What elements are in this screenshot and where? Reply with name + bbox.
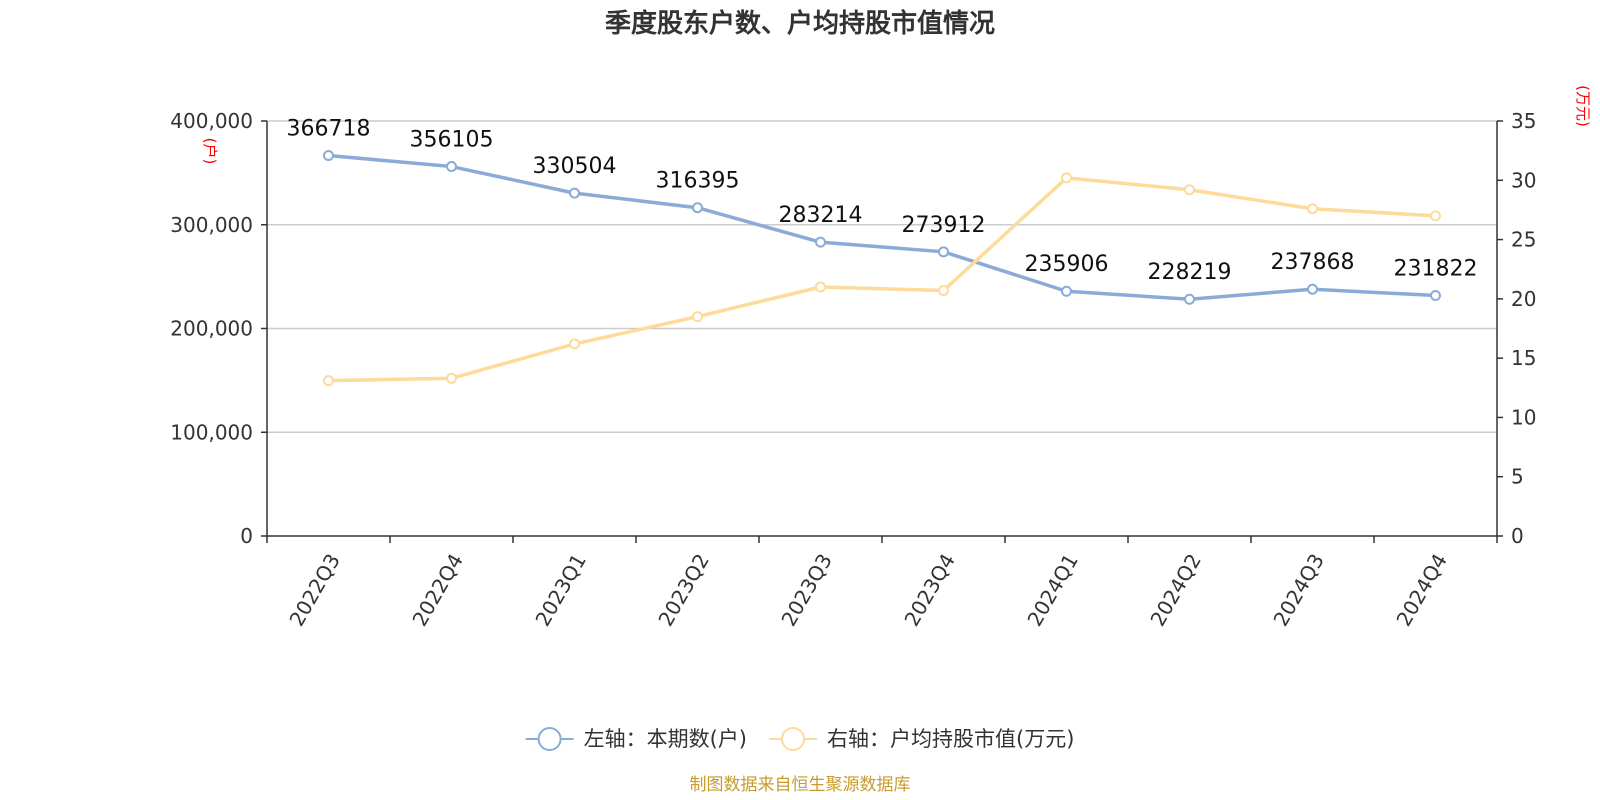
x-tick-label: 2022Q4 (407, 550, 467, 631)
data-point (1184, 184, 1195, 196)
legend-item[interactable]: 右轴：户均持股市值(万元) (769, 727, 1074, 751)
legend[interactable]: 左轴：本期数(户) 右轴：户均持股市值(万元) (525, 727, 1075, 751)
left-tick-label: 0 (240, 524, 253, 548)
data-point (692, 311, 703, 323)
data-point (1430, 210, 1441, 222)
right-tick-label: 0 (1511, 524, 1524, 548)
x-tick-label: 2024Q1 (1022, 550, 1082, 631)
x-tick-label: 2022Q3 (284, 550, 344, 631)
legend-item[interactable]: 左轴：本期数(户) (525, 727, 747, 751)
data-point (323, 375, 334, 387)
x-tick-label: 2024Q3 (1268, 550, 1328, 631)
data-point (938, 246, 949, 258)
x-tick-label: 2024Q4 (1391, 550, 1451, 631)
right-tick-label: 10 (1511, 405, 1536, 429)
data-point (938, 285, 949, 297)
left-tick-label: 400,000 (170, 109, 253, 133)
chart-title: 季度股东户数、户均持股市值情况 (605, 8, 995, 39)
data-label: 231822 (1394, 256, 1478, 281)
data-point (569, 187, 580, 199)
x-tick-label: 2023Q4 (899, 550, 959, 631)
x-tick-label: 2024Q2 (1145, 550, 1205, 631)
data-point (815, 236, 826, 248)
gridlines (267, 120, 1497, 433)
left-tick-label: 200,000 (170, 317, 253, 341)
data-point (1061, 172, 1072, 184)
right-tick-label: 30 (1511, 168, 1536, 192)
right-tick-label: 20 (1511, 287, 1536, 311)
legend-circle-icon (781, 727, 805, 751)
right-axis-unit: (万元) (1574, 85, 1592, 127)
data-point (446, 161, 457, 173)
left-tick-label: 100,000 (170, 420, 253, 444)
x-tick-label: 2023Q2 (653, 550, 713, 631)
source-note: 制图数据来自恒生聚源数据库 (690, 775, 911, 795)
legend-label: 左轴：本期数(户) (584, 727, 747, 751)
data-label: 316395 (656, 169, 740, 194)
data-point (1061, 285, 1072, 297)
data-label: 356105 (410, 128, 494, 153)
data-point (323, 150, 334, 162)
right-tick-label: 15 (1511, 346, 1536, 370)
x-tick-label: 2023Q1 (530, 550, 590, 631)
data-point (692, 202, 703, 214)
right-tick-label: 25 (1511, 228, 1536, 252)
data-point (446, 372, 457, 384)
left-axis-unit: (户) (201, 138, 219, 165)
data-label: 283214 (779, 203, 863, 228)
data-point (1184, 293, 1195, 305)
x-tick-label: 2023Q3 (776, 550, 836, 631)
axes: 0 100,000 200,000 300,000 400,000 0 5 10 15 20 25 3… (170, 109, 1536, 630)
data-labels: 366718 356105 330504 316395 283214 273912 2359… (287, 117, 1478, 286)
right-tick-label: 35 (1511, 109, 1536, 133)
data-label: 330504 (533, 154, 617, 179)
data-point (1307, 283, 1318, 295)
series-layer (323, 150, 1441, 387)
left-tick-label: 300,000 (170, 213, 253, 237)
data-point (569, 338, 580, 350)
data-label: 237868 (1271, 250, 1355, 275)
data-point (1307, 203, 1318, 215)
data-label: 273912 (902, 213, 986, 238)
data-point (815, 281, 826, 293)
series-line (328, 176, 1436, 383)
data-label: 235906 (1025, 252, 1109, 277)
series-line (328, 153, 1436, 301)
right-tick-label: 5 (1511, 465, 1524, 489)
data-point (1430, 289, 1441, 301)
legend-label: 右轴：户均持股市值(万元) (827, 727, 1074, 751)
data-label: 228219 (1148, 260, 1232, 285)
legend-circle-icon (537, 727, 562, 751)
data-label: 366718 (287, 117, 371, 142)
